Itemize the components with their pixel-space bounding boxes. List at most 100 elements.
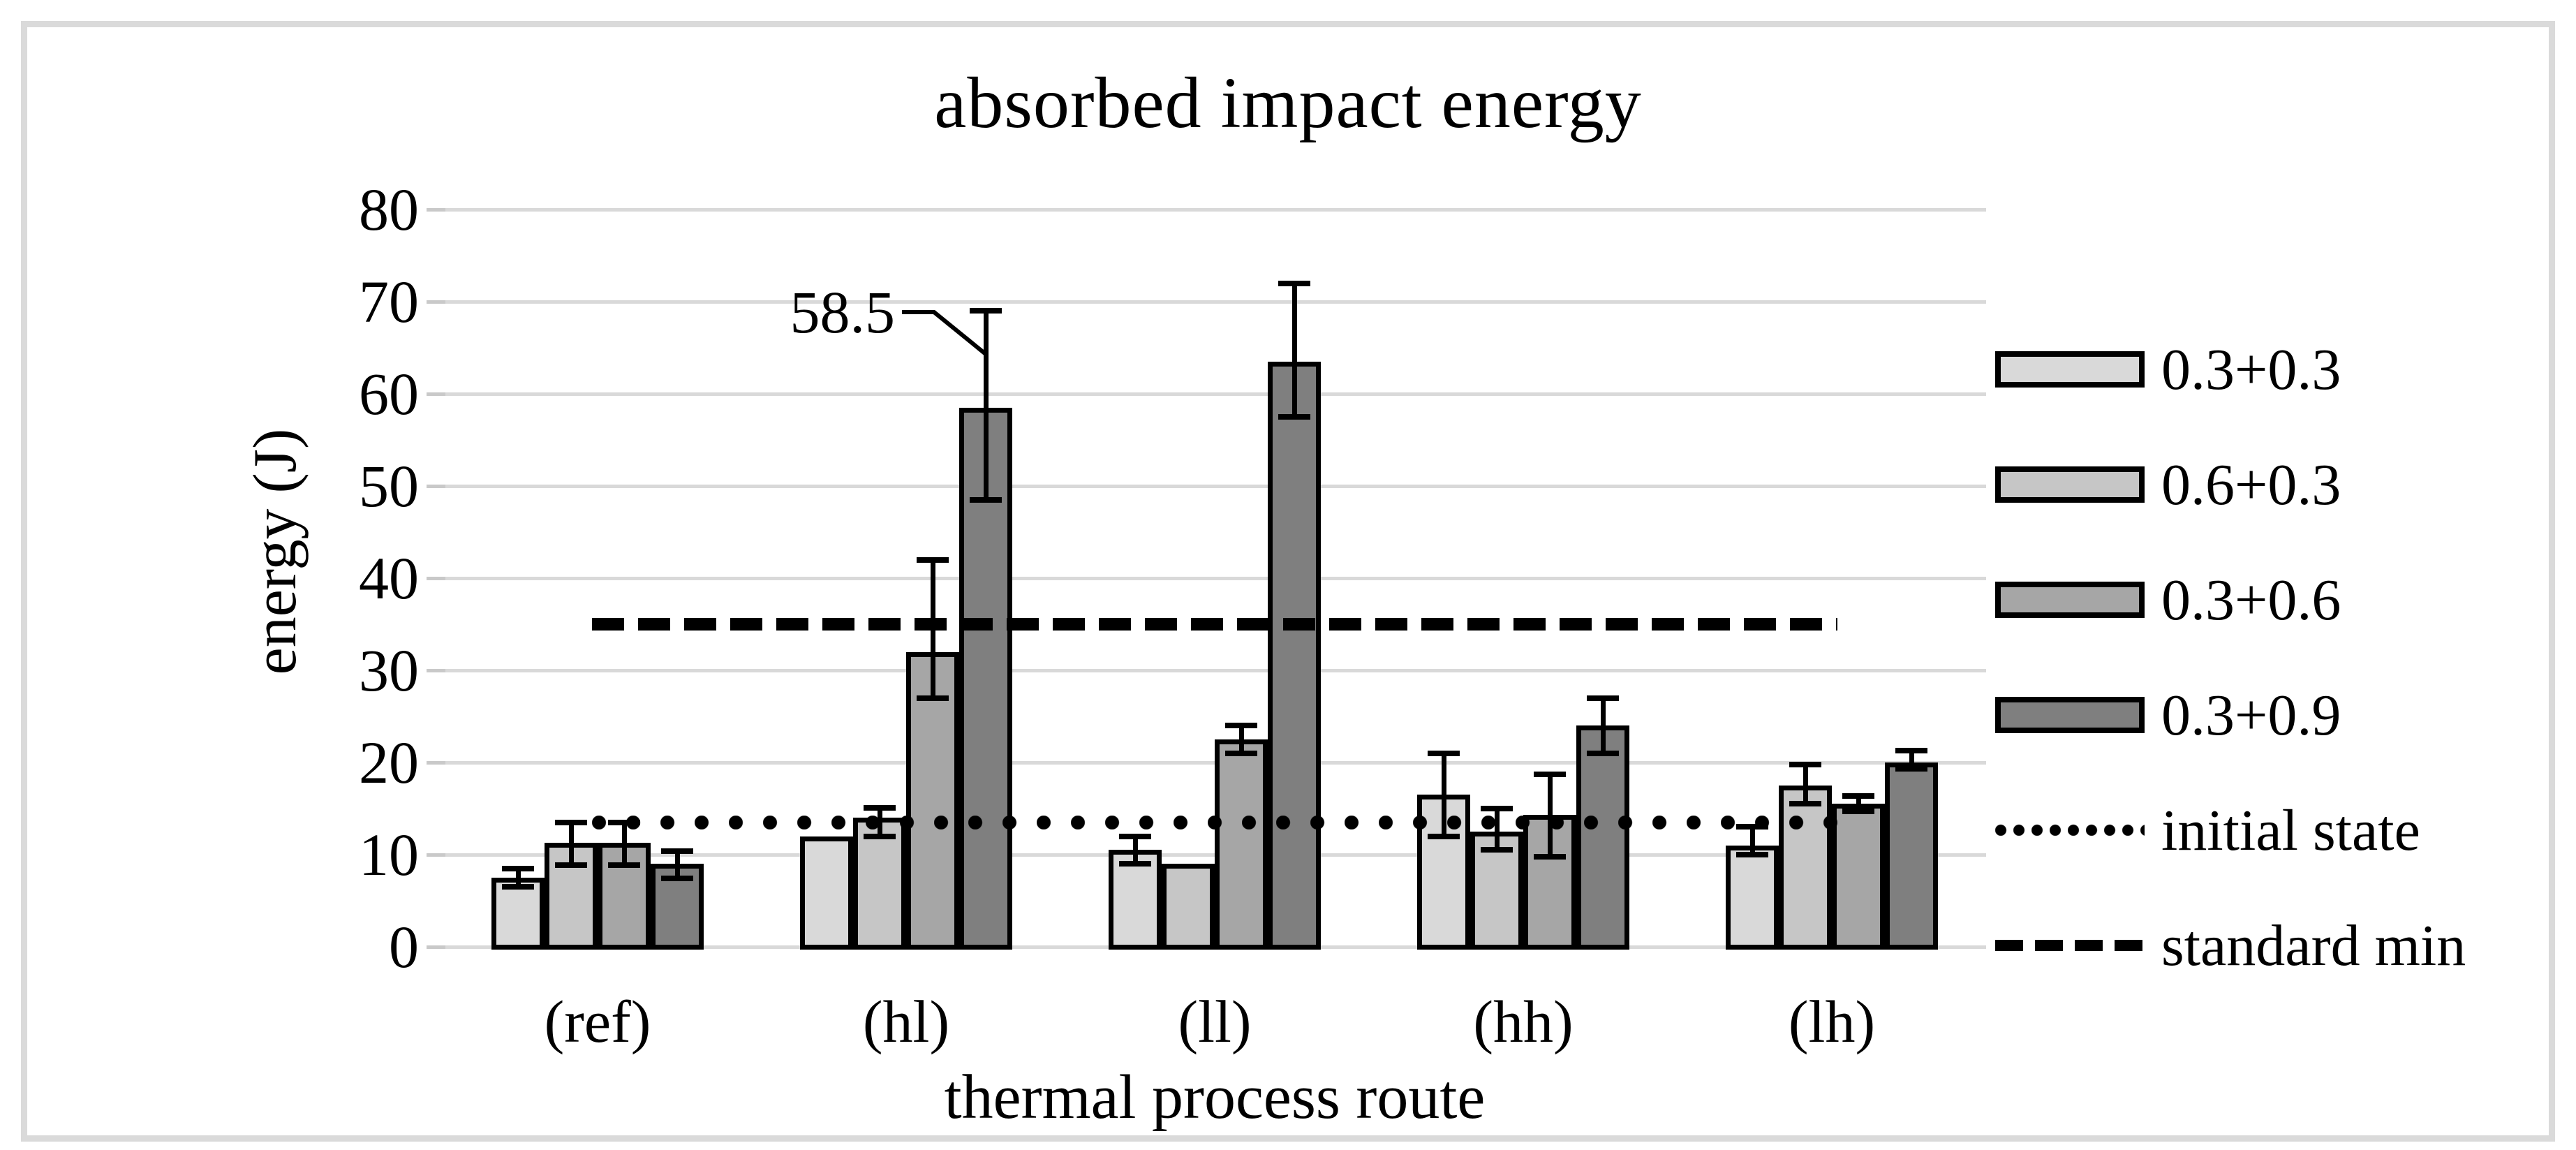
x-category-label: (ll) [1178, 988, 1252, 1055]
error-bar-cap-top [1789, 761, 1821, 767]
error-bar-cap-bottom [1428, 833, 1460, 839]
error-bar-cap-top [661, 848, 693, 854]
error-bar-cap-bottom [661, 876, 693, 882]
y-tick-label: 40 [359, 545, 419, 612]
y-gridline [443, 484, 1986, 488]
bar-0603-ref [545, 842, 598, 950]
legend-item-0309: 0.3+0.9 [1995, 682, 2466, 748]
bar-0306-lh [1832, 804, 1885, 950]
y-axis-tick [427, 300, 445, 304]
error-bar-cap-top [970, 308, 1002, 314]
x-category-label: (lh) [1788, 988, 1876, 1055]
error-bar-whisker [1441, 753, 1446, 836]
error-bar-cap-bottom [1534, 853, 1566, 860]
legend-item-0306: 0.3+0.6 [1995, 568, 2466, 633]
error-bar-cap-top [1842, 793, 1874, 799]
dotted-line-sample [1995, 823, 2145, 837]
error-bar-cap-bottom [917, 695, 949, 701]
y-axis-tick [427, 853, 445, 857]
bar-0309-ll [1268, 361, 1321, 950]
legend-label: 0.3+0.3 [2161, 337, 2341, 402]
error-bar-cap-top [1278, 280, 1310, 286]
legend-item-0303: 0.3+0.3 [1995, 337, 2466, 402]
error-bar-cap-bottom [1119, 861, 1151, 867]
data-label-annotation: 58.5 [790, 279, 896, 346]
error-bar-cap-top [1119, 833, 1151, 839]
error-bar-cap-bottom [1587, 750, 1619, 756]
error-bar-cap-top [1895, 747, 1927, 753]
y-gridline [443, 300, 1986, 304]
figure-border [21, 21, 2555, 1142]
y-tick-label: 10 [359, 821, 419, 888]
legend-swatch [1995, 351, 2145, 388]
y-gridline [443, 392, 1986, 396]
error-bar-cap-top [502, 865, 534, 871]
y-axis-tick [427, 668, 445, 672]
error-bar-cap-top [864, 804, 896, 811]
error-bar-cap-top [917, 556, 949, 563]
bar-0306-ll [1215, 739, 1268, 950]
y-tick-label: 50 [359, 452, 419, 519]
legend-swatch [1995, 697, 2145, 733]
x-category-label: (hh) [1473, 988, 1574, 1055]
error-bar-cap-bottom [1225, 750, 1257, 756]
error-bar-whisker [674, 850, 680, 879]
error-bar-cap-top [1225, 723, 1257, 729]
legend-item-standard-min: standard min [1995, 913, 2466, 978]
error-bar-cap-bottom [1895, 766, 1927, 772]
legend-swatch [1995, 582, 2145, 618]
y-axis-tick [427, 484, 445, 488]
y-tick-label: 70 [359, 268, 419, 335]
error-bar-cap-top [1587, 695, 1619, 701]
bar-0603-lh [1779, 786, 1832, 950]
error-bar-whisker [1803, 764, 1808, 804]
standard-min-line [592, 618, 1837, 631]
y-tick-label: 30 [359, 637, 419, 704]
y-gridline [443, 668, 1986, 672]
bar-0309-hh [1576, 725, 1629, 950]
bar-0309-lh [1885, 762, 1938, 950]
error-bar-whisker [1600, 698, 1606, 753]
dashed-line-sample [1995, 940, 2145, 951]
legend-swatch [1995, 466, 2145, 503]
error-bar-cap-bottom [1481, 847, 1513, 853]
x-category-label: (ref) [544, 988, 651, 1055]
initial-state-line [592, 815, 1837, 830]
error-bar-cap-bottom [608, 862, 640, 868]
y-gridline [443, 207, 1986, 212]
error-bar-cap-top [555, 819, 587, 825]
legend-label: 0.3+0.9 [2161, 682, 2341, 748]
y-tick-label: 80 [359, 176, 419, 243]
error-bar-cap-bottom [970, 496, 1002, 503]
legend-label: initial state [2161, 797, 2420, 863]
error-bar-whisker [568, 822, 574, 865]
chart-title: absorbed impact energy [934, 63, 1642, 143]
error-bar-whisker [983, 311, 989, 500]
error-bar-cap-bottom [1278, 414, 1310, 420]
error-bar-cap-top [1481, 806, 1513, 811]
bar-0603-ll [1162, 864, 1215, 950]
y-axis-tick [427, 760, 445, 765]
y-tick-label: 20 [359, 729, 419, 796]
bar-0603-hh [1470, 832, 1523, 950]
error-bar-cap-top [1428, 750, 1460, 756]
error-bar-cap-bottom [864, 833, 896, 839]
legend: 0.3+0.3 0.6+0.3 0.3+0.6 0.3+0.9 initial stat… [1995, 337, 2466, 978]
error-bar-whisker [1909, 750, 1914, 769]
error-bar-whisker [621, 822, 627, 865]
error-bar-cap-top [1534, 772, 1566, 778]
bar-0303-lh [1726, 845, 1779, 950]
error-bar-whisker [1749, 827, 1755, 855]
y-gridline [443, 576, 1986, 580]
error-bar-whisker [1291, 283, 1297, 417]
error-bar-cap-bottom [1842, 808, 1874, 814]
legend-item-0603: 0.6+0.3 [1995, 452, 2466, 517]
legend-label: 0.6+0.3 [2161, 452, 2341, 517]
legend-label: standard min [2161, 913, 2466, 978]
y-axis-tick [427, 207, 445, 212]
error-bar-cap-bottom [1736, 852, 1768, 857]
error-bar-cap-bottom [1789, 801, 1821, 807]
y-tick-label: 60 [359, 360, 419, 427]
error-bar-whisker [1132, 836, 1138, 864]
